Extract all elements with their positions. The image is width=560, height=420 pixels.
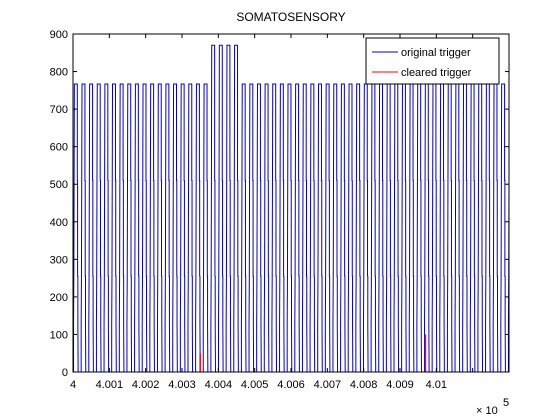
y-tick-label: 400 [50, 217, 68, 229]
x-tick-label: 4.001 [96, 379, 124, 391]
y-tick-label: 100 [50, 329, 68, 341]
x-exponent-base: × 10 [476, 405, 498, 417]
y-tick-label: 800 [50, 67, 68, 79]
x-tick-label: 4.003 [168, 379, 196, 391]
y-tick-label: 200 [50, 292, 68, 304]
y-tick-label: 900 [50, 29, 68, 41]
x-tick-label: 4.007 [314, 379, 342, 391]
y-tick-label: 700 [50, 104, 68, 116]
x-tick-label: 4.009 [386, 379, 414, 391]
x-tick-label: 4.006 [277, 379, 305, 391]
x-tick-label: 4 [70, 379, 76, 391]
legend: original trigger cleared trigger [366, 38, 499, 84]
y-tick-label: 600 [50, 142, 68, 154]
x-tick-label: 4.008 [350, 379, 378, 391]
legend-label-cleared-trigger: cleared trigger [401, 67, 472, 79]
x-exponent-power: 5 [503, 397, 509, 409]
series-line-original-trigger [73, 45, 509, 372]
chart-title: SOMATOSENSORY [236, 10, 345, 24]
x-tick-label: 4.01 [426, 379, 447, 391]
y-tick-label: 500 [50, 179, 68, 191]
series-layer [73, 45, 509, 372]
x-tick-label: 4.005 [241, 379, 269, 391]
legend-label-original-trigger: original trigger [401, 47, 471, 59]
y-tick-label: 300 [50, 254, 68, 266]
y-tick-label: 0 [62, 367, 68, 379]
x-tick-label: 4.004 [205, 379, 233, 391]
x-tick-label: 4.002 [132, 379, 160, 391]
